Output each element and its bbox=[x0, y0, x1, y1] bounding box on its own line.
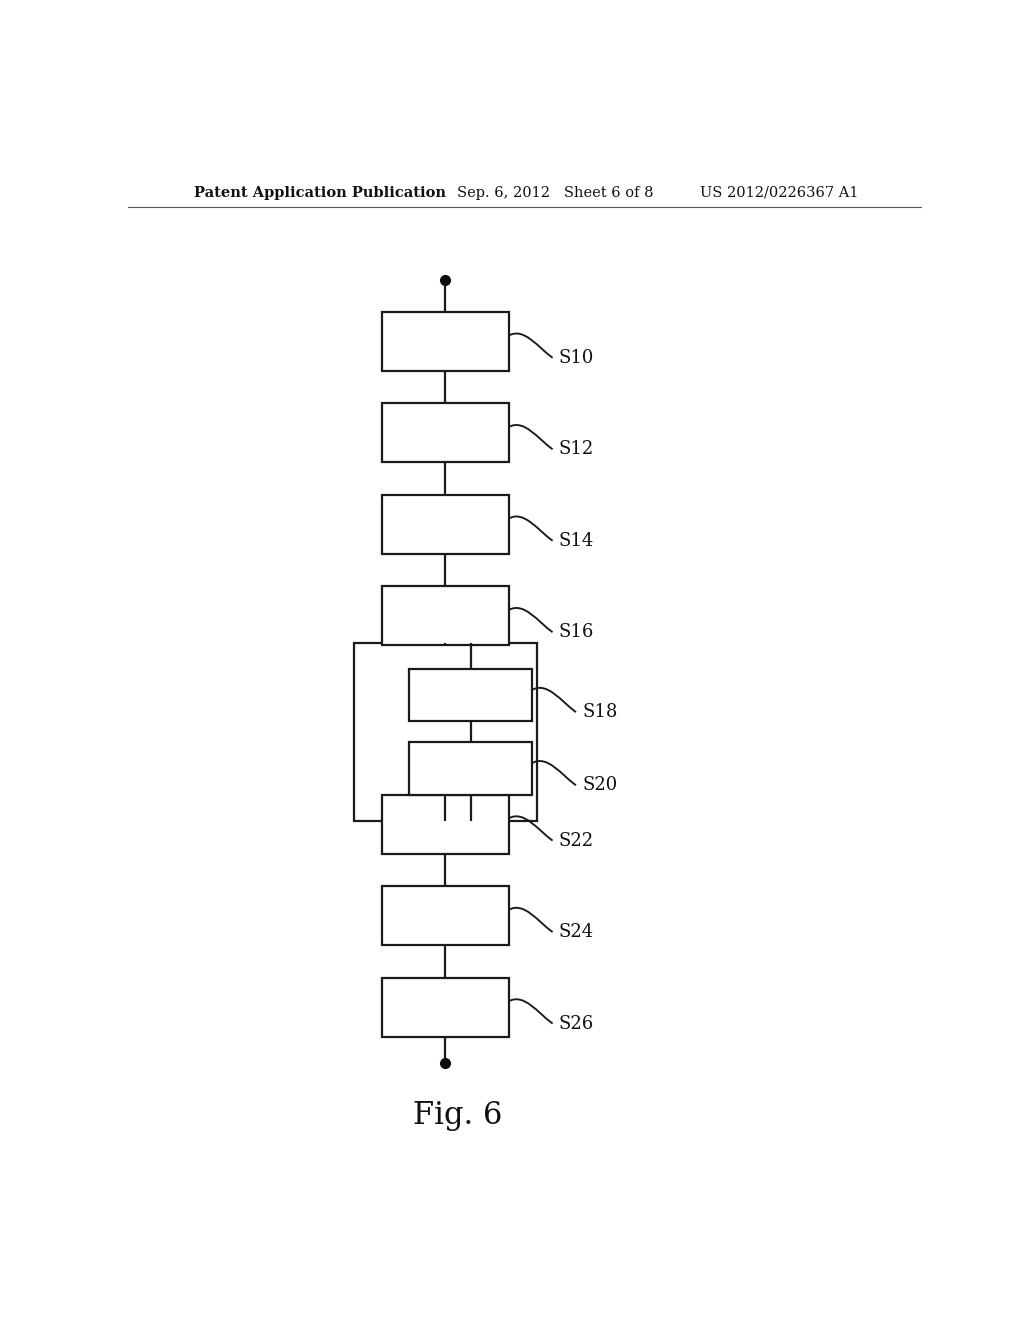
Text: Sep. 6, 2012   Sheet 6 of 8: Sep. 6, 2012 Sheet 6 of 8 bbox=[458, 186, 654, 199]
Text: US 2012/0226367 A1: US 2012/0226367 A1 bbox=[699, 186, 858, 199]
Bar bbox=[382, 495, 509, 554]
Text: S10: S10 bbox=[559, 348, 594, 367]
Text: S16: S16 bbox=[559, 623, 594, 642]
Bar bbox=[382, 586, 509, 645]
Text: S12: S12 bbox=[559, 441, 594, 458]
Bar bbox=[382, 978, 509, 1036]
Bar bbox=[382, 886, 509, 945]
Text: Fig. 6: Fig. 6 bbox=[413, 1101, 502, 1131]
Bar bbox=[354, 643, 537, 821]
Bar bbox=[410, 742, 532, 795]
Bar bbox=[382, 312, 509, 371]
Text: Patent Application Publication: Patent Application Publication bbox=[194, 186, 445, 199]
Text: S20: S20 bbox=[583, 776, 617, 795]
Text: S14: S14 bbox=[559, 532, 594, 549]
Bar bbox=[382, 795, 509, 854]
Text: S18: S18 bbox=[583, 704, 617, 721]
Text: S24: S24 bbox=[559, 923, 594, 941]
Text: S26: S26 bbox=[559, 1015, 594, 1032]
Bar bbox=[410, 669, 532, 722]
Bar bbox=[382, 404, 509, 462]
Text: S22: S22 bbox=[559, 832, 594, 850]
